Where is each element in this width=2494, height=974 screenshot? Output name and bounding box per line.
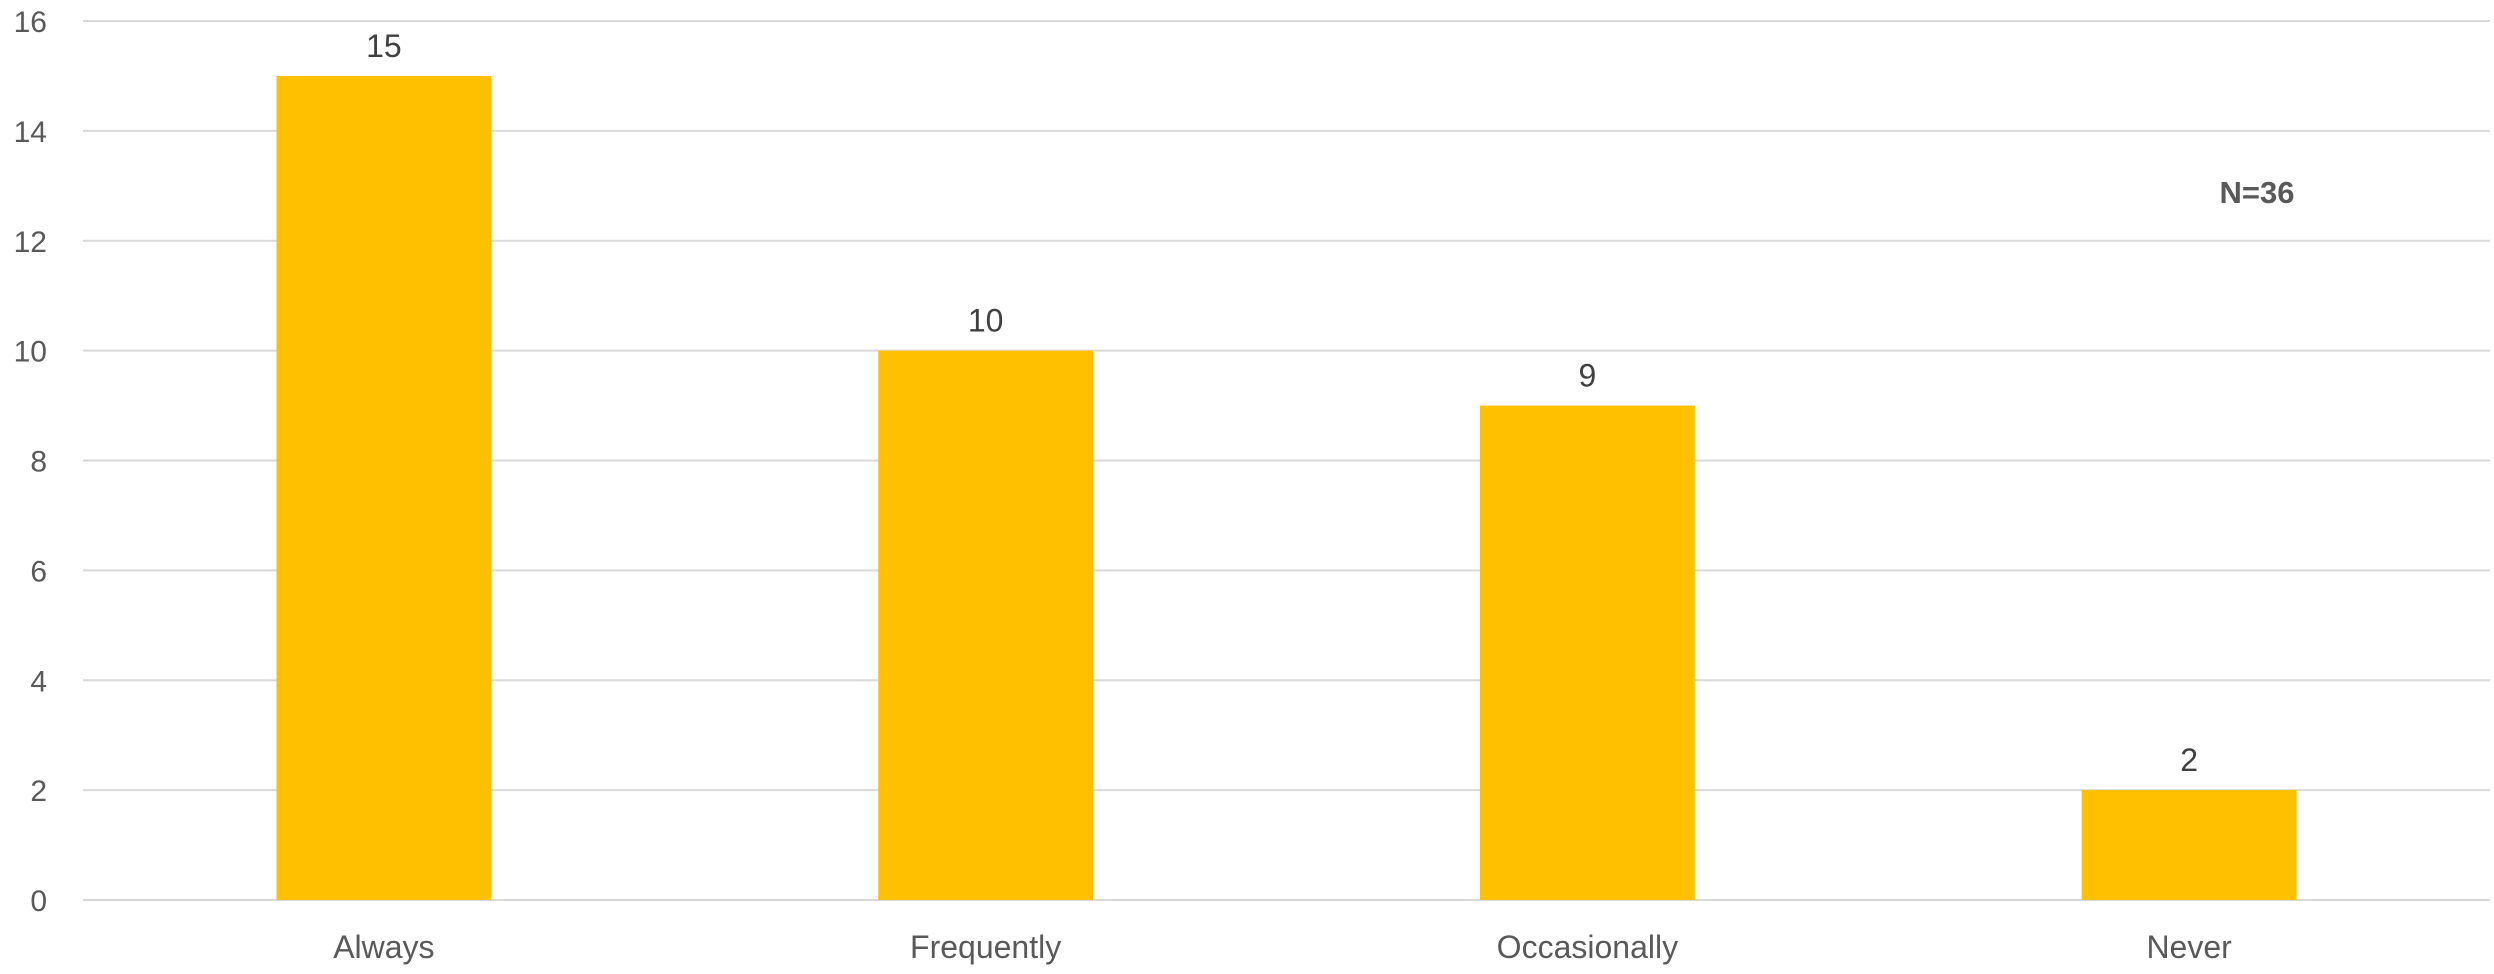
- data-label-never: 2: [2180, 742, 2198, 778]
- y-tick-label: 0: [30, 885, 47, 918]
- bar-always: [276, 75, 492, 900]
- data-label-frequently: 10: [968, 303, 1004, 339]
- data-labels: 15 10 9 2: [366, 28, 2198, 778]
- y-tick-label: 2: [30, 775, 47, 808]
- y-tick-label: 4: [30, 665, 47, 698]
- data-label-always: 15: [366, 28, 402, 64]
- x-axis-labels: Always Frequently Occasionally Never: [333, 929, 2232, 965]
- y-tick-label: 12: [14, 226, 47, 259]
- y-axis-ticks: 0 2 4 6 8 10 12 14 16: [14, 6, 47, 918]
- y-tick-label: 10: [14, 336, 47, 369]
- y-tick-label: 6: [30, 555, 47, 588]
- x-category-label-always: Always: [333, 929, 434, 965]
- x-category-label-frequently: Frequently: [910, 929, 1061, 965]
- data-label-occasionally: 9: [1578, 358, 1596, 394]
- bar-frequently: [878, 350, 1094, 900]
- sample-size-annotation: N=36: [2220, 175, 2295, 210]
- x-category-label-never: Never: [2146, 929, 2232, 965]
- x-category-label-occasionally: Occasionally: [1497, 929, 1678, 965]
- bar-occasionally: [1479, 405, 1695, 900]
- y-tick-label: 16: [14, 6, 47, 39]
- y-tick-label: 8: [30, 446, 47, 479]
- y-tick-label: 14: [14, 116, 47, 149]
- bar-never: [2081, 790, 2297, 900]
- bars: [276, 75, 2297, 900]
